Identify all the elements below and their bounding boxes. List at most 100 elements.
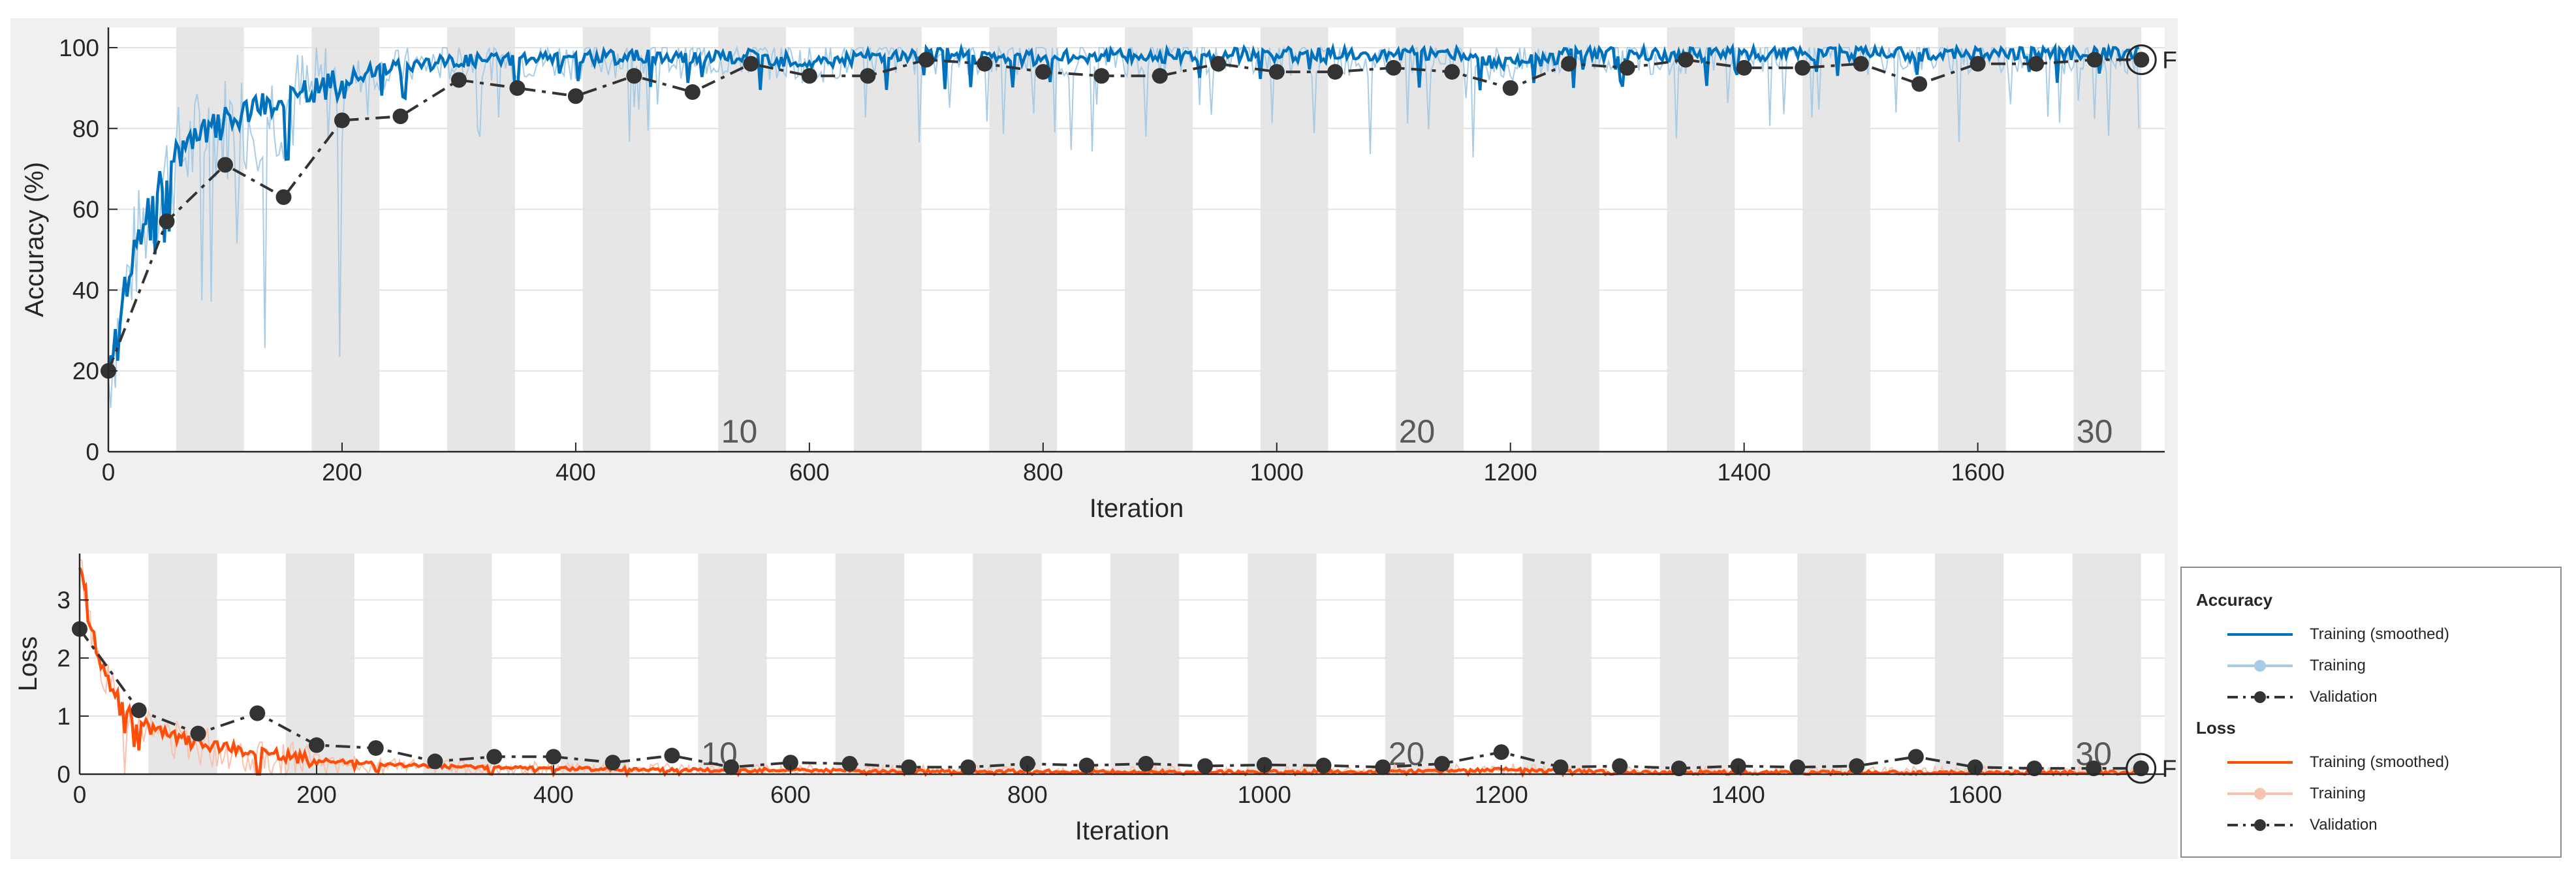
- validation-point: [1789, 759, 1806, 775]
- legend-title-loss: Loss: [2196, 718, 2236, 738]
- validation-point: [860, 68, 876, 84]
- accuracy-plot: 102030Fin0204060801000200400600800100012…: [20, 27, 2178, 523]
- epoch-band: [1248, 554, 1317, 774]
- validation-point: [392, 108, 409, 125]
- epoch-label: 20: [1399, 413, 1436, 450]
- validation-point: [1434, 755, 1450, 772]
- x-tick-label: 0: [73, 781, 87, 808]
- epoch-band: [835, 554, 905, 774]
- x-axis-label: Iteration: [1090, 494, 1184, 523]
- epoch-band: [1522, 554, 1592, 774]
- series-validation-line: [107, 58, 2142, 371]
- epoch-band: [1797, 554, 1866, 774]
- validation-point: [1138, 755, 1154, 772]
- legend-swatch-loss-training: [2227, 788, 2293, 800]
- epoch-band: [973, 554, 1042, 774]
- legend-swatch-accuracy-validation: [2227, 691, 2293, 703]
- y-tick-label: 3: [57, 587, 71, 614]
- validation-point: [801, 68, 817, 84]
- final-label: Fin: [2162, 755, 2178, 782]
- epoch-label: 30: [2077, 413, 2113, 450]
- epoch-band: [148, 554, 217, 774]
- validation-point: [131, 702, 147, 719]
- validation-point: [743, 55, 759, 72]
- y-tick-label: 1: [57, 703, 71, 730]
- legend-label: Validation: [2310, 816, 2378, 834]
- validation-point: [977, 55, 993, 72]
- epoch-band: [1667, 27, 1735, 452]
- legend-label: Training (smoothed): [2310, 753, 2449, 771]
- epoch-band: [2072, 554, 2141, 774]
- validation-point: [2086, 52, 2103, 68]
- epoch-band: [1659, 554, 1729, 774]
- x-tick-label: 800: [1023, 459, 1063, 486]
- validation-point: [1197, 758, 1214, 774]
- validation-point: [1612, 758, 1628, 774]
- x-tick-label: 1200: [1475, 781, 1528, 808]
- epoch-band: [1385, 554, 1454, 774]
- final-marker-dot: [2133, 52, 2150, 68]
- validation-point: [1078, 757, 1095, 774]
- validation-point: [1795, 59, 1811, 76]
- validation-point: [1327, 64, 1343, 80]
- legend-title-accuracy: Accuracy: [2196, 590, 2273, 610]
- y-tick-label: 40: [72, 277, 99, 304]
- plot-panel: 102030Fin0204060801000200400600800100012…: [10, 18, 2178, 859]
- epoch-band: [1531, 27, 1599, 452]
- epoch-label: 10: [721, 413, 758, 450]
- y-tick-label: 0: [57, 761, 71, 788]
- series-training-smoothed: [106, 42, 2139, 377]
- y-axis-label: Loss: [14, 636, 42, 692]
- x-tick-label: 800: [1007, 781, 1048, 808]
- validation-point: [1552, 759, 1569, 775]
- epoch-band: [560, 554, 630, 774]
- x-tick-label: 400: [556, 459, 596, 486]
- validation-point: [782, 755, 798, 771]
- epoch-band: [1934, 554, 2004, 774]
- validation-point: [1853, 55, 1869, 72]
- x-tick-label: 400: [533, 781, 574, 808]
- validation-point: [1375, 759, 1391, 775]
- validation-point: [368, 740, 384, 756]
- validation-point: [1911, 76, 1928, 92]
- validation-point: [545, 749, 561, 765]
- validation-point: [427, 753, 443, 770]
- validation-point: [1019, 755, 1035, 772]
- legend-swatch-accuracy-training: [2227, 660, 2293, 672]
- x-axis-label: Iteration: [1075, 817, 1170, 845]
- epoch-band: [1938, 27, 2006, 452]
- legend-entry-accuracy-smoothed: Training (smoothed): [2182, 621, 2560, 648]
- x-tick-label: 1400: [1718, 459, 1771, 486]
- validation-point: [918, 52, 934, 68]
- x-tick-label: 200: [322, 459, 362, 486]
- epoch-band: [989, 27, 1058, 452]
- y-tick-label: 0: [86, 439, 99, 465]
- validation-point: [308, 737, 324, 753]
- x-tick-label: 1000: [1238, 781, 1291, 808]
- y-tick-label: 2: [57, 645, 71, 672]
- validation-point: [723, 759, 740, 775]
- validation-point: [684, 84, 700, 101]
- x-tick-label: 1000: [1250, 459, 1304, 486]
- validation-point: [901, 759, 917, 775]
- validation-point: [1385, 59, 1402, 76]
- validation-point: [1256, 757, 1272, 773]
- validation-point: [486, 749, 503, 765]
- validation-point: [960, 759, 977, 775]
- validation-point: [1678, 52, 1694, 68]
- final-marker-dot: [2133, 760, 2149, 777]
- legend-label: Training (smoothed): [2310, 625, 2449, 643]
- x-tick-label: 1600: [1951, 459, 2004, 486]
- final-marker-ring: [2126, 753, 2157, 784]
- y-tick-label: 100: [59, 35, 99, 61]
- legend-entry-loss-training: Training: [2182, 781, 2560, 807]
- y-axis-label: Accuracy (%): [20, 162, 49, 317]
- training-progress-charts: 102030Fin0204060801000200400600800100012…: [14, 27, 2178, 845]
- validation-point: [841, 755, 858, 772]
- validation-point: [567, 88, 584, 104]
- validation-point: [1210, 55, 1227, 72]
- epoch-band: [1110, 554, 1180, 774]
- x-tick-label: 200: [296, 781, 337, 808]
- x-tick-label: 1400: [1712, 781, 1765, 808]
- y-tick-label: 20: [72, 358, 99, 384]
